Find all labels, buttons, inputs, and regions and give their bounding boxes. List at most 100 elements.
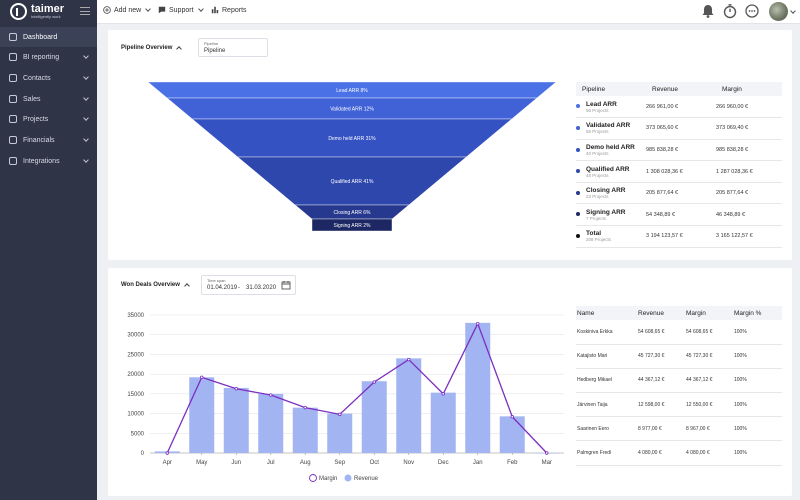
revenue-cell: 54 348,89 € (646, 203, 716, 227)
chevron-down-icon (83, 115, 89, 121)
pipeline-select[interactable]: Pipeline Pipeline (198, 38, 268, 57)
status-dot (576, 147, 580, 152)
time-span-picker[interactable]: Time span 01.04.2019 - 31.03.2020 (201, 275, 296, 295)
column-header[interactable]: Margin (716, 82, 782, 96)
legend-revenue-label[interactable]: Revenue (354, 476, 379, 482)
x-tick-label: Feb (507, 460, 518, 466)
won-deals-toggle[interactable]: Won Deals Overview (121, 282, 190, 289)
table-row[interactable]: Demo held ARR 40 Projects 985 838,28 €985 … (576, 139, 782, 162)
name-cell: Saarinen Eero (576, 416, 637, 442)
pipeline-overview-card: Pipeline Overview Pipeline Pipeline Lead… (108, 30, 792, 260)
revenue-bar[interactable] (499, 416, 525, 453)
sidebar-item-bi-reporting[interactable]: BI reporting (0, 47, 97, 67)
margin-line[interactable] (166, 322, 548, 454)
column-header[interactable]: Revenue (637, 306, 685, 320)
revenue-bar[interactable] (430, 392, 456, 453)
collapse-menu-icon[interactable] (80, 7, 90, 15)
sidebar-item-label: Projects (23, 115, 49, 123)
funnel-segment[interactable] (311, 218, 393, 232)
margin-point[interactable] (303, 405, 307, 410)
margin-point[interactable] (441, 392, 445, 396)
margin-point[interactable] (338, 412, 342, 417)
margin-point[interactable] (372, 380, 376, 384)
sidebar-item-label: Integrations (23, 157, 60, 165)
margin-cell: 3 165 122,57 € (716, 225, 782, 248)
taimer-logo[interactable]: taimer Intelligently work (10, 3, 90, 21)
table-row[interactable]: Total 208 Projects 3 194 123,57 €3 165 122… (576, 225, 782, 248)
table-row[interactable]: Järvinen Taija 12 598,00 €12 550,00 €100% (576, 392, 782, 418)
chat-icon[interactable] (744, 3, 760, 19)
pipeline-table: Pipeline Revenue Margin Lead ARR 56 Project… (576, 82, 782, 248)
sidebar-item-label: BI reporting (23, 53, 60, 61)
sidebar-item-label: Sales (23, 95, 41, 103)
legend-margin-label[interactable]: Margin (319, 476, 337, 482)
funnel-label: Validated ARR 12% (330, 107, 374, 113)
y-tick-label: 5000 (131, 431, 145, 437)
revenue-cell: 985 838,28 € (646, 139, 716, 162)
column-header[interactable]: Margin (685, 306, 733, 320)
support-label: Support (169, 6, 194, 14)
margin-point[interactable] (200, 375, 204, 379)
table-row[interactable]: Hedberg Mikael 44 367,12 €44 367,12 €100% (576, 368, 782, 394)
sidebar-item-financials[interactable]: Financials (0, 130, 97, 150)
support-button[interactable]: Support (158, 5, 204, 14)
won-deals-table-header: Name Revenue Margin Margin % (576, 306, 782, 320)
pipeline-overview-toggle[interactable]: Pipeline Overview (121, 45, 183, 52)
revenue-bar[interactable] (396, 358, 422, 453)
column-header[interactable]: Name (576, 306, 637, 320)
table-row[interactable]: Qualified ARR 48 Projects 1 308 028,36 €1 … (576, 160, 782, 183)
x-tick-label: Nov (403, 460, 414, 466)
table-row[interactable]: Katajisto Mari 45 727,30 €45 727,30 €100% (576, 344, 782, 369)
pipeline-overview-title: Pipeline Overview (121, 45, 173, 51)
column-header[interactable]: Pipeline (576, 82, 646, 96)
column-header[interactable]: Revenue (646, 82, 716, 96)
table-row[interactable]: Closing ARR 23 Projects 205 877,64 €205 87… (576, 182, 782, 205)
filter-icon (9, 95, 17, 103)
sidebar-item-projects[interactable]: Projects (0, 109, 97, 129)
margin-point[interactable] (269, 393, 273, 397)
table-row[interactable]: Validated ARR 55 Projects 373 065,60 €373 … (576, 117, 782, 140)
pipeline-name-cell: Signing ARR 7 Projects (576, 203, 646, 227)
status-dot (576, 104, 580, 108)
sidebar-item-dashboard[interactable]: Dashboard (0, 27, 97, 47)
calendar-icon[interactable] (281, 280, 291, 290)
table-row[interactable]: Saarinen Eero 8 977,00 €8 967,00 €100% (576, 416, 782, 442)
column-header[interactable]: Margin % (733, 306, 782, 320)
revenue-bar[interactable] (361, 381, 387, 453)
date-from[interactable]: 01.04.2019 (207, 285, 238, 291)
chevron-down-icon[interactable] (790, 8, 796, 14)
user-avatar[interactable] (769, 2, 788, 21)
sidebar-item-contacts[interactable]: Contacts (0, 68, 97, 88)
reports-button[interactable]: Reports (211, 6, 247, 14)
margin-point[interactable] (165, 451, 169, 455)
x-tick-label: Jun (231, 460, 241, 466)
revenue-bar[interactable] (189, 377, 215, 453)
add-new-button[interactable]: Add new (103, 5, 152, 14)
top-bar: Add new Support Reports (97, 0, 800, 24)
revenue-bar[interactable] (327, 413, 353, 453)
margin-cell: 266 960,00 € (716, 96, 782, 119)
table-row[interactable]: Lead ARR 56 Projects 266 961,00 €266 960,0… (576, 96, 782, 119)
table-row[interactable]: Signing ARR 7 Projects 54 348,89 €46 348,8… (576, 203, 782, 227)
revenue-bar[interactable] (292, 407, 318, 453)
margin-point[interactable] (407, 357, 411, 362)
won-deals-chart: 0 5000 10000 15000 20000 25000 30000 35000 Apr Ma… (127, 313, 564, 482)
revenue-bar[interactable] (258, 393, 284, 453)
table-row[interactable]: Palmgren Fredi 4 080,00 €4 080,00 €100% (576, 440, 782, 466)
logo-icon (10, 3, 27, 20)
sidebar-item-label: Contacts (23, 74, 51, 82)
gear-icon (9, 157, 17, 165)
table-row[interactable]: Koskiniva Erkka 54 608,65 €54 608,65 €100… (576, 320, 782, 345)
revenue-bar[interactable] (223, 387, 249, 453)
margin-point[interactable] (476, 321, 480, 326)
bell-icon[interactable] (700, 3, 716, 19)
timer-icon[interactable] (722, 3, 738, 19)
funnel-label: Qualified ARR 41% (331, 179, 374, 185)
pipeline-name: Closing ARR (586, 187, 626, 195)
date-to[interactable]: 31.03.2020 (246, 285, 277, 291)
margin-point[interactable] (545, 451, 549, 455)
sidebar-item-sales[interactable]: Sales (0, 89, 97, 109)
margin-point[interactable] (234, 387, 238, 391)
sidebar-item-integrations[interactable]: Integrations (0, 151, 97, 171)
margin-point[interactable] (510, 415, 514, 419)
